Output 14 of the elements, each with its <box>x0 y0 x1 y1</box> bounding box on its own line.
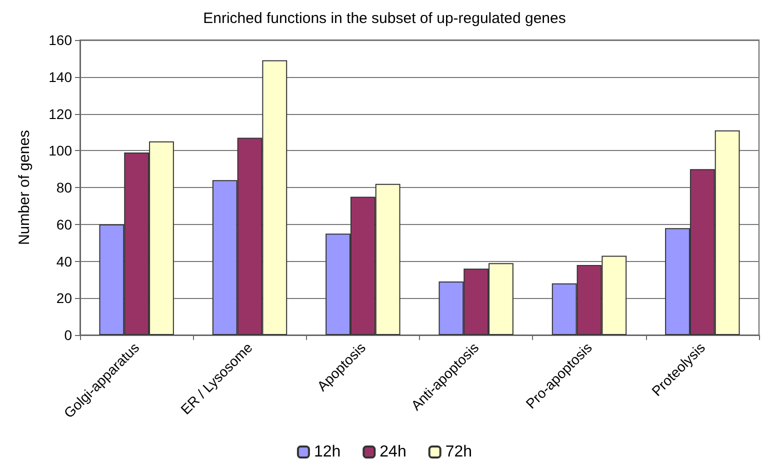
y-tick-label: 0 <box>64 327 72 343</box>
y-tick-label: 120 <box>48 106 72 122</box>
legend-label: 12h <box>314 444 341 460</box>
y-tick-label: 40 <box>56 253 72 270</box>
y-axis-title: Number of genes <box>16 130 33 246</box>
y-tick-label: 140 <box>48 68 72 85</box>
y-tick-label: 20 <box>56 290 72 306</box>
chart-title: Enriched functions in the subset of up-regulated genes <box>203 10 566 27</box>
legend-label: 72h <box>445 444 472 460</box>
y-tick-label: 100 <box>48 142 72 159</box>
y-tick-label: 160 <box>48 32 72 48</box>
legend-label: 24h <box>380 444 406 460</box>
y-tick-label: 60 <box>56 216 72 232</box>
y-tick-label: 80 <box>56 180 72 196</box>
